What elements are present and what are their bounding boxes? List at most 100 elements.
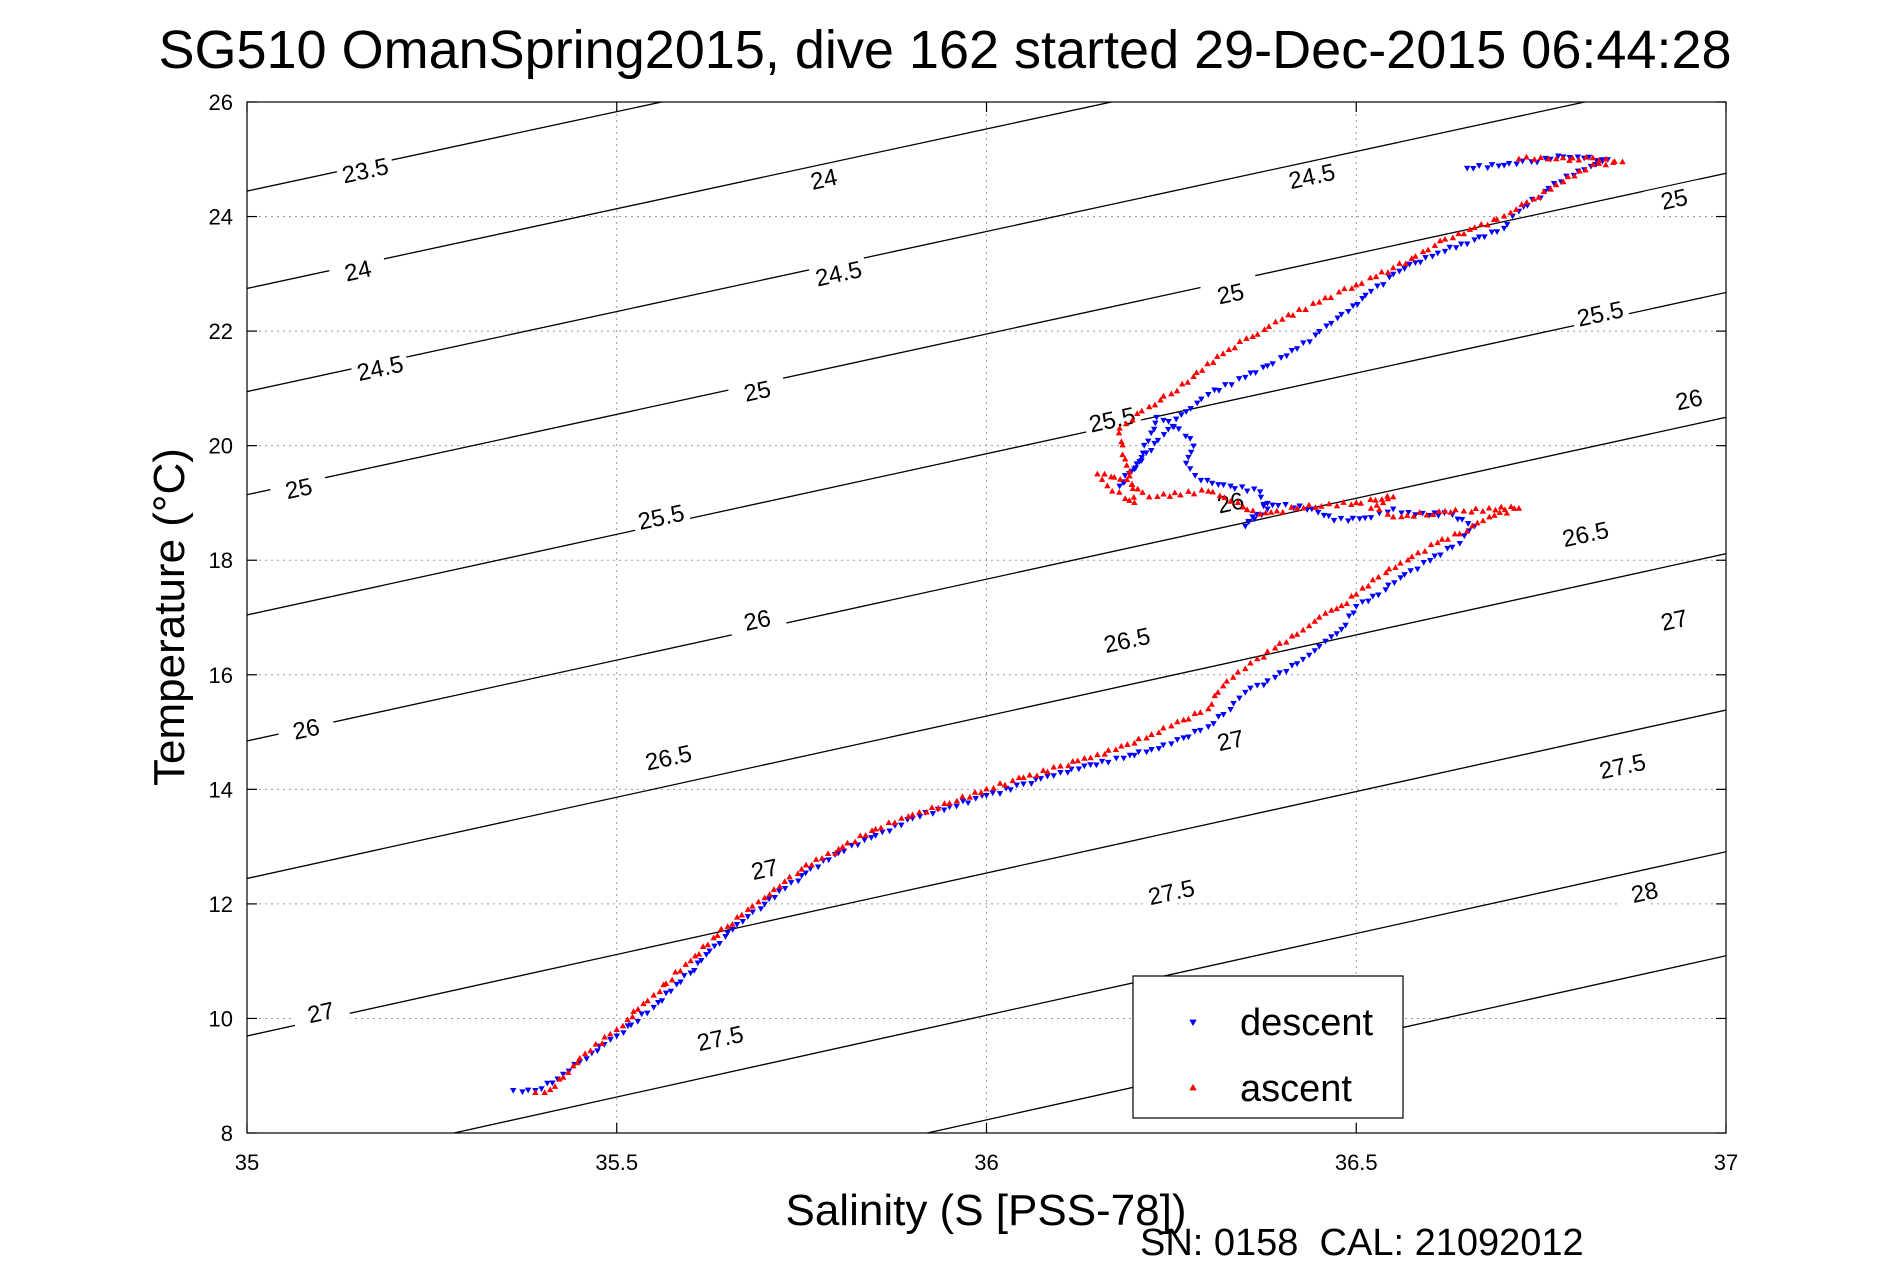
- y-axis-ticks: 8 10 12 14 16 18 20 22 24 26: [209, 90, 1726, 1146]
- descent-point: [703, 952, 710, 958]
- descent-point: [1434, 250, 1442, 257]
- descent-point: [1283, 353, 1290, 360]
- ascent-point: [1518, 201, 1525, 207]
- ascent-point: [928, 804, 936, 811]
- descent-point: [1444, 545, 1451, 552]
- ascent-point: [1191, 710, 1199, 716]
- ascent-point: [1316, 613, 1323, 620]
- ascent-point: [1227, 498, 1234, 504]
- ascent-point: [1372, 496, 1379, 503]
- descent-point: [1375, 592, 1382, 599]
- ascent-point: [966, 793, 974, 800]
- descent-point: [1276, 670, 1283, 676]
- ascent-point: [1116, 489, 1123, 495]
- descent-point: [802, 870, 809, 877]
- ascent-point: [1173, 387, 1181, 394]
- ascent-point: [1384, 492, 1391, 499]
- descent-point: [1215, 714, 1222, 720]
- ascent-point: [1353, 499, 1360, 506]
- ascent-point: [1044, 768, 1051, 775]
- contour-label-halo: [1141, 872, 1202, 911]
- descent-point: [1250, 486, 1258, 493]
- ascent-point: [1408, 553, 1416, 560]
- descent-point: [1316, 644, 1323, 650]
- descent-point: [1243, 488, 1251, 495]
- descent-point: [1306, 339, 1313, 345]
- ascent-point: [1435, 508, 1443, 514]
- descent-point: [1464, 521, 1472, 527]
- descent-point: [634, 1019, 641, 1025]
- ascent-point: [1369, 576, 1377, 583]
- x-tick-label: 36: [974, 1150, 998, 1175]
- ascent-point: [662, 980, 670, 986]
- ascent-point: [1375, 573, 1382, 580]
- ascent-point: [1537, 154, 1544, 160]
- contour-label-halo: [1096, 620, 1157, 659]
- descent-point: [1251, 516, 1258, 523]
- ascent-point: [1382, 569, 1390, 576]
- descent-point: [1057, 770, 1064, 776]
- descent-point: [1215, 482, 1222, 488]
- descent-point: [795, 878, 802, 885]
- ascent-point: [959, 793, 966, 799]
- descent-point: [1247, 370, 1254, 377]
- ascent-point: [1449, 234, 1457, 241]
- descent-point: [627, 1022, 635, 1029]
- ascent-point: [1429, 511, 1437, 518]
- ascent-point: [1129, 485, 1137, 491]
- descent-point: [1087, 762, 1094, 768]
- ascent-point: [1412, 253, 1419, 259]
- ascent-point: [1174, 718, 1181, 725]
- ascent-point: [1338, 602, 1345, 609]
- descent-point: [1260, 501, 1267, 508]
- descent-point: [1305, 652, 1313, 659]
- descent-point: [1194, 400, 1201, 407]
- descent-point: [1463, 165, 1471, 172]
- ascent-point: [650, 991, 657, 998]
- descent-point: [1242, 523, 1249, 530]
- descent-point: [898, 822, 905, 829]
- ascent-point: [687, 957, 694, 964]
- descent-point: [1488, 162, 1496, 168]
- ascent-point: [565, 1069, 572, 1075]
- descent-point: [1385, 582, 1392, 589]
- descent-point: [1330, 518, 1338, 524]
- descent-point: [1197, 727, 1204, 734]
- contour-label-halo: [268, 469, 329, 507]
- descent-point: [1361, 515, 1369, 522]
- descent-point: [1422, 255, 1429, 261]
- contour-label-halo: [1281, 156, 1342, 195]
- descent-point: [1288, 662, 1296, 669]
- ascent-point: [1223, 677, 1230, 684]
- ascent-point: [1335, 288, 1343, 295]
- ascent-point: [1447, 509, 1454, 515]
- ascent-point: [1293, 631, 1301, 637]
- descent-point: [538, 1086, 545, 1092]
- descent-point: [729, 927, 736, 933]
- descent-point: [1140, 442, 1148, 449]
- ascent-point: [1479, 517, 1487, 524]
- descent-point: [1345, 613, 1353, 620]
- y-tick-label: 22: [209, 319, 233, 344]
- descent-point: [1369, 593, 1377, 600]
- ascent-point: [1204, 360, 1211, 367]
- ascent-point: [872, 825, 879, 832]
- descent-point: [1151, 440, 1158, 447]
- ascent-point: [1148, 731, 1155, 737]
- descent-point: [519, 1089, 526, 1096]
- ascent-point: [1378, 268, 1385, 275]
- ascent-point: [749, 902, 756, 909]
- descent-point: [781, 885, 789, 892]
- ascent-point: [1466, 226, 1474, 232]
- ascent-point: [1279, 508, 1287, 515]
- descent-point: [861, 837, 868, 844]
- descent-point: [620, 1030, 627, 1036]
- ascent-point: [1540, 188, 1548, 195]
- descent-point: [1131, 466, 1138, 473]
- contour-label: 26: [741, 605, 773, 637]
- ascent-point: [1288, 504, 1295, 510]
- ascent-point: [1130, 493, 1138, 500]
- ascent-point: [546, 1086, 554, 1093]
- ascent-point: [1560, 178, 1567, 185]
- descent-point: [1311, 648, 1318, 654]
